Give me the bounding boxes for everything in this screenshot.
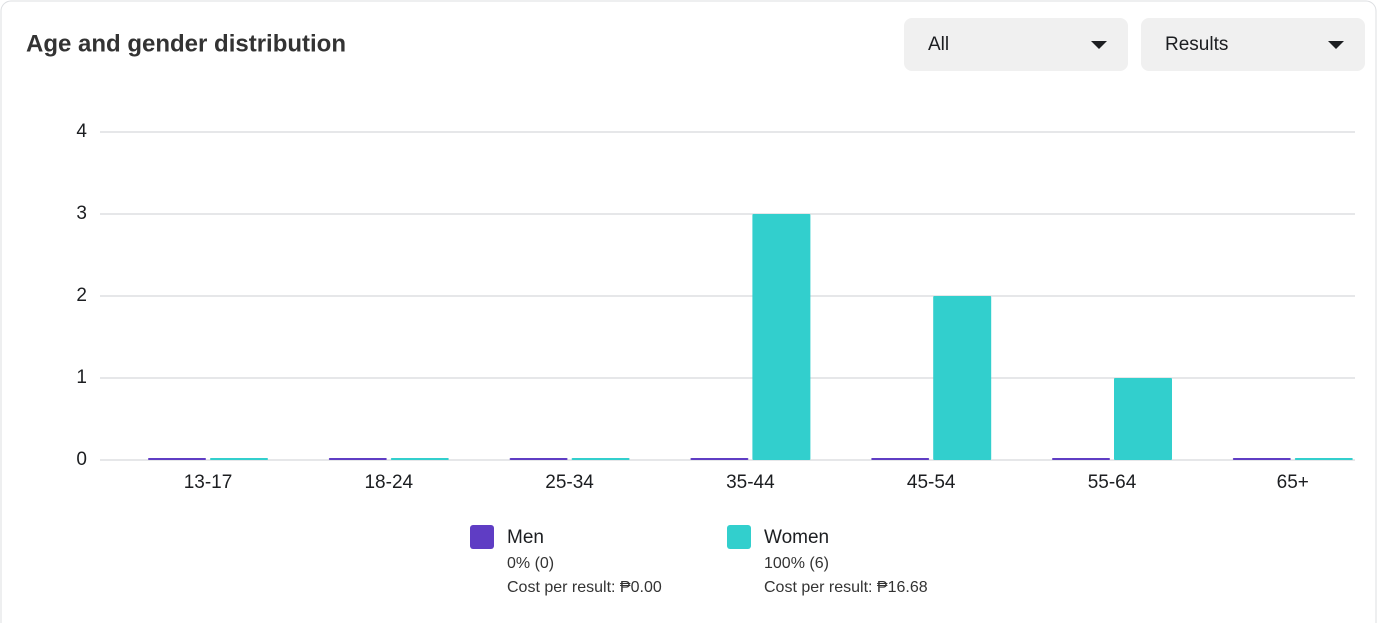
bar [148,458,206,460]
dropdown-label[interactable]: All [928,34,949,55]
x-tick-label: 13-17 [184,472,233,493]
x-tick-label: 55-64 [1088,472,1137,493]
bar [210,458,268,460]
dropdown-caret[interactable] [1091,41,1107,49]
dropdown-label[interactable]: Results [1165,34,1228,55]
legend-share: 0% (0) [507,555,554,572]
chart-title: Age and gender distribution [26,30,346,57]
x-tick-label: 35-44 [726,472,775,493]
dropdown-box[interactable] [904,18,1128,71]
bar [509,458,568,460]
legend-label: Women [764,527,829,548]
bar [328,458,387,460]
x-tick-label: 18-24 [364,472,413,493]
y-tick-label: 2 [76,285,87,306]
dropdown-caret[interactable] [1328,41,1344,49]
bar [1052,458,1110,460]
x-tick-label: 25-34 [545,472,594,493]
legend-label: Men [507,527,544,548]
bar [933,296,992,460]
bar [571,458,630,460]
y-tick-label: 4 [76,121,87,142]
dropdown-box[interactable] [1141,18,1365,71]
legend-swatch [727,525,751,549]
y-tick-label: 3 [76,203,87,224]
bar [690,458,749,460]
legend-cost: Cost per result: ₱16.68 [764,579,928,596]
x-tick-label: 45-54 [907,472,956,493]
y-tick-label: 0 [76,449,87,470]
y-tick-label: 1 [76,367,87,388]
filter-dropdown[interactable]: All [904,18,1128,71]
bar [1294,458,1353,460]
bar [1232,458,1291,460]
bar [390,458,449,460]
metric-dropdown[interactable]: Results [1141,18,1365,71]
x-tick-label: 65+ [1277,472,1309,493]
bar [871,458,930,460]
legend-cost: Cost per result: ₱0.00 [507,579,662,596]
bar [1114,378,1172,460]
legend-share: 100% (6) [764,555,829,572]
legend-swatch [470,525,494,549]
bar [752,214,811,460]
